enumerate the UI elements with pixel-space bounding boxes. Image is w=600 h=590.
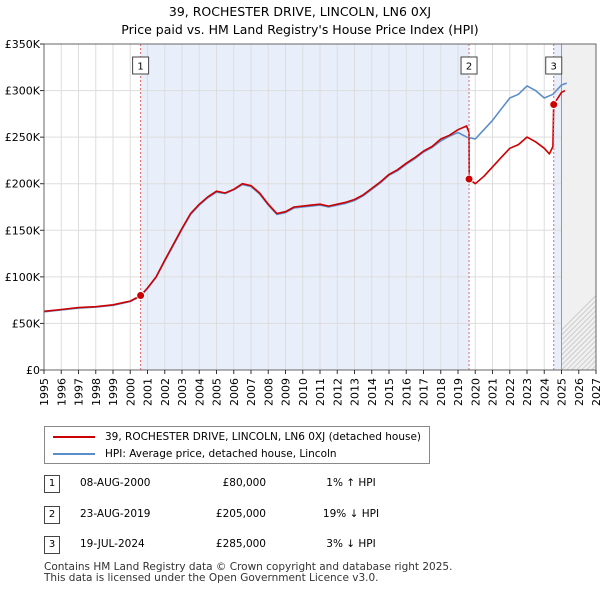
sale-label-box bbox=[132, 56, 150, 75]
x-tick-label: 1995 bbox=[38, 378, 51, 406]
legend-swatch-property bbox=[53, 436, 95, 438]
x-tick-label: 2005 bbox=[211, 378, 224, 406]
shaded-period bbox=[553, 44, 562, 370]
legend-label-hpi: HPI: Average price, detached house, Linc… bbox=[105, 448, 337, 460]
x-tick-label: 2018 bbox=[435, 378, 448, 406]
y-tick-label: £200K bbox=[5, 178, 41, 191]
x-tick-label: 2019 bbox=[452, 378, 465, 406]
transaction-hpi: 1% ↑ HPI bbox=[326, 477, 376, 489]
legend-item-property: 39, ROCHESTER DRIVE, LINCOLN, LN6 0XJ (d… bbox=[53, 429, 421, 445]
transaction-price: £285,000 bbox=[215, 538, 266, 550]
x-tick-label: 2004 bbox=[193, 378, 206, 406]
x-tick-label: 2000 bbox=[124, 378, 137, 406]
sale-label-box bbox=[460, 56, 478, 75]
sale-point bbox=[136, 290, 146, 300]
hatch-line bbox=[561, 294, 596, 331]
x-tick-label: 2020 bbox=[469, 378, 482, 406]
x-tick-label: 2027 bbox=[590, 378, 600, 406]
x-tick-label: 2011 bbox=[314, 378, 327, 406]
sale-point bbox=[549, 100, 559, 110]
future-hatch bbox=[561, 44, 600, 370]
footer-licence: This data is licensed under the Open Gov… bbox=[44, 572, 379, 584]
transaction-date: 08-AUG-2000 bbox=[80, 477, 151, 489]
x-tick-label: 1996 bbox=[55, 378, 68, 406]
sale-label: 2 bbox=[466, 62, 472, 73]
x-tick-label: 2014 bbox=[366, 378, 379, 406]
series-lines bbox=[43, 82, 567, 313]
sale-point bbox=[464, 174, 474, 184]
transaction-hpi: 19% ↓ HPI bbox=[322, 508, 380, 520]
x-tick-label: 2015 bbox=[383, 378, 396, 406]
legend-swatch-hpi bbox=[53, 453, 95, 455]
hatch-line bbox=[561, 304, 596, 341]
transaction-hpi: 3% ↓ HPI bbox=[326, 538, 376, 550]
transaction-number: 1 bbox=[44, 475, 60, 493]
x-tick-label: 2003 bbox=[176, 378, 189, 406]
transaction-date: 19-JUL-2024 bbox=[80, 538, 145, 550]
chart-subtitle: Price paid vs. HM Land Registry's House … bbox=[121, 22, 479, 37]
y-tick-label: £50K bbox=[12, 317, 41, 330]
future-region bbox=[561, 44, 596, 370]
price-chart: 1 2 3 £0 £50K £100K £150K £200K £250K £300K £350K… bbox=[5, 38, 600, 406]
x-tick-label: 2006 bbox=[228, 378, 241, 406]
y-tick-label: £350K bbox=[5, 38, 41, 51]
x-tick-label: 2017 bbox=[418, 378, 431, 406]
chart-title: 39, ROCHESTER DRIVE, LINCOLN, LN6 0XJ bbox=[168, 4, 432, 19]
transaction-number: 3 bbox=[44, 536, 60, 554]
x-tick-label: 2025 bbox=[556, 378, 569, 406]
x-tick-label: 1998 bbox=[90, 378, 103, 406]
x-tick-label: 2022 bbox=[504, 378, 517, 406]
hatch-line bbox=[561, 309, 596, 346]
transaction-price: £80,000 bbox=[222, 477, 266, 489]
transaction-price: £205,000 bbox=[215, 508, 266, 520]
axes: £0 £50K £100K £150K £200K £250K £300K £350K 1995… bbox=[5, 38, 600, 406]
x-tick-label: 2009 bbox=[280, 378, 293, 406]
transaction-number: 2 bbox=[44, 506, 60, 524]
x-tick-label: 2016 bbox=[400, 378, 413, 406]
y-tick-label: £0 bbox=[26, 364, 40, 377]
y-tick-label: £100K bbox=[5, 271, 41, 284]
hatch-line bbox=[597, 44, 600, 370]
legend: 39, ROCHESTER DRIVE, LINCOLN, LN6 0XJ (d… bbox=[44, 426, 430, 464]
x-tick-label: 2024 bbox=[538, 378, 551, 406]
y-tick-label: £150K bbox=[5, 224, 41, 237]
y-tick-label: £250K bbox=[5, 131, 41, 144]
sale-label: 3 bbox=[551, 62, 557, 73]
y-tick-label: £300K bbox=[5, 85, 41, 98]
x-tick-label: 2001 bbox=[142, 378, 155, 406]
x-tick-label: 2021 bbox=[487, 378, 500, 406]
x-tick-label: 2008 bbox=[262, 378, 275, 406]
sale-markers: 1 2 3 bbox=[132, 44, 563, 370]
sale-label: 1 bbox=[137, 62, 143, 73]
x-tick-label: 2007 bbox=[245, 378, 258, 406]
x-tick-label: 1999 bbox=[107, 378, 120, 406]
x-tick-label: 2002 bbox=[159, 378, 172, 406]
legend-item-hpi: HPI: Average price, detached house, Linc… bbox=[53, 446, 337, 462]
x-tick-label: 2026 bbox=[573, 378, 586, 406]
property-price-line bbox=[43, 89, 566, 313]
hatch-line bbox=[561, 299, 596, 336]
x-tick-label: 1997 bbox=[73, 378, 86, 406]
x-tick-label: 2010 bbox=[297, 378, 310, 406]
legend-label-property: 39, ROCHESTER DRIVE, LINCOLN, LN6 0XJ (d… bbox=[105, 431, 422, 443]
x-tick-label: 2023 bbox=[521, 378, 534, 406]
x-tick-label: 2013 bbox=[349, 378, 362, 406]
x-tick-label: 2012 bbox=[331, 378, 344, 406]
footer-copyright: Contains HM Land Registry data © Crown c… bbox=[44, 561, 453, 573]
transaction-date: 23-AUG-2019 bbox=[80, 508, 151, 520]
sale-label-box bbox=[545, 56, 563, 75]
